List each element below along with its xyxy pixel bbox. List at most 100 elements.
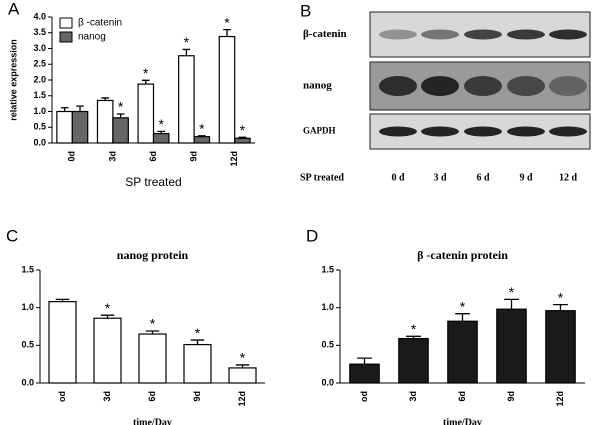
bar — [183, 343, 212, 384]
y-tick-label: 1.5 — [21, 264, 34, 274]
blot-band — [464, 126, 502, 137]
error-bar — [157, 130, 166, 134]
bar — [193, 136, 211, 144]
x-tick-label: 9d — [506, 391, 516, 402]
chart-title: nanog protein — [117, 248, 189, 262]
significance-marker: * — [411, 321, 417, 337]
blot-band — [421, 126, 459, 137]
y-tick-label: 2.0 — [33, 74, 46, 84]
y-axis-label: relative expression — [8, 39, 18, 121]
blot-row-label: nanog — [303, 80, 332, 92]
error-bar — [504, 298, 519, 310]
error-bar — [141, 79, 150, 85]
y-tick-label: 0.0 — [33, 137, 46, 147]
x-tick-label: 12d — [555, 391, 565, 407]
x-axis-label: SP treated — [125, 175, 181, 189]
legend-swatch — [59, 31, 73, 43]
error-bar — [116, 113, 125, 118]
y-tick-label: 1.5 — [321, 264, 334, 274]
y-tick-label: 3.0 — [33, 43, 46, 53]
y-tick-label: 0.0 — [21, 377, 34, 387]
bar — [447, 320, 478, 384]
bar — [178, 55, 195, 144]
bar — [152, 132, 170, 144]
error-bar — [197, 135, 206, 137]
legend-label: β -catenin — [78, 18, 122, 29]
significance-marker: * — [158, 116, 164, 132]
bar — [71, 110, 89, 144]
significance-marker: * — [143, 65, 149, 81]
error-bar — [182, 48, 191, 56]
blot-band — [421, 76, 459, 96]
x-tick-label: 3d — [102, 391, 112, 402]
bar — [96, 99, 114, 144]
blot-band — [464, 29, 502, 40]
significance-marker: * — [460, 298, 466, 314]
significance-marker: * — [240, 122, 246, 138]
y-tick-label: 1.0 — [321, 302, 334, 312]
panel-label: A — [8, 0, 20, 18]
panel-label: D — [306, 226, 318, 245]
bar — [112, 117, 129, 144]
y-tick-label: 1.5 — [33, 90, 46, 100]
bar — [398, 337, 429, 384]
x-tick-label: 3d — [408, 391, 418, 402]
blot-lane-label: 3 d — [433, 172, 447, 183]
x-tick-label: 9d — [192, 391, 202, 402]
error-bar — [357, 357, 372, 365]
blot-band — [507, 29, 545, 40]
x-axis-label: time/Day — [443, 417, 482, 425]
bar — [48, 301, 77, 384]
error-bar — [223, 28, 231, 37]
blot-band — [379, 76, 417, 96]
error-bar — [76, 105, 84, 112]
significance-marker: * — [224, 14, 230, 30]
y-tick-label: 1.0 — [21, 302, 34, 312]
blot-band — [507, 126, 545, 137]
chart-title: β -catenin protein — [417, 248, 508, 262]
y-tick-label: 1.0 — [33, 106, 46, 116]
significance-marker: * — [558, 289, 564, 305]
error-bar — [101, 97, 110, 101]
x-tick-label: 9d — [188, 151, 198, 162]
bar — [137, 83, 155, 144]
y-tick-label: 0.0 — [321, 377, 334, 387]
error-bar — [55, 298, 70, 302]
blot-row-label: β-catenin — [303, 28, 347, 40]
blot-row-label: GAPDH — [303, 126, 336, 136]
bar — [234, 137, 251, 144]
blot-band — [464, 76, 502, 96]
significance-marker: * — [509, 284, 515, 300]
x-tick-label: 12d — [229, 151, 239, 167]
x-tick-label: 6d — [147, 391, 157, 402]
blot-x-label: SP treated — [300, 172, 344, 183]
error-bar — [235, 364, 250, 368]
y-tick-label: 2.5 — [33, 59, 46, 69]
significance-marker: * — [150, 316, 156, 332]
x-tick-label: 6d — [148, 151, 158, 162]
blot-lane-label: 6 d — [476, 172, 490, 183]
y-tick-label: 3.5 — [33, 27, 46, 37]
significance-marker: * — [118, 99, 124, 115]
x-tick-label: 3d — [107, 151, 117, 162]
error-bar — [100, 314, 115, 319]
y-tick-label: 0.5 — [33, 122, 46, 132]
blot-band — [549, 29, 587, 40]
blot-band — [379, 29, 417, 40]
bar — [545, 310, 576, 384]
x-tick-label: 6d — [457, 391, 467, 402]
bar — [228, 367, 257, 384]
error-bar — [553, 304, 568, 311]
significance-marker: * — [240, 350, 246, 366]
significance-marker: * — [199, 120, 205, 136]
panel-label: B — [300, 1, 311, 20]
panel-label: C — [6, 226, 18, 245]
error-bar — [60, 107, 69, 112]
x-tick-label: od — [359, 391, 369, 402]
y-tick-label: 4.0 — [33, 11, 46, 21]
blot-band — [379, 126, 417, 137]
bar — [56, 110, 73, 144]
legend-swatch — [59, 17, 73, 29]
blot-band — [421, 29, 459, 40]
